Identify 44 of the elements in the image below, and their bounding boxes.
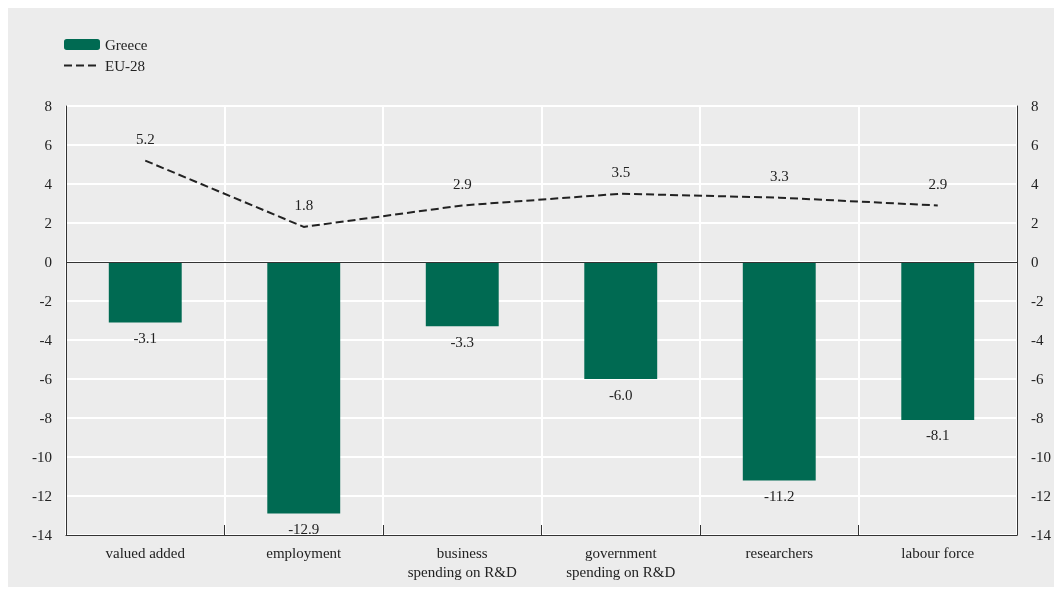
y2-tick-label: 8 bbox=[1031, 98, 1039, 114]
y-tick-label: -12 bbox=[32, 488, 52, 504]
data-label: -11.2 bbox=[763, 487, 795, 504]
y-tick-label: -2 bbox=[39, 293, 52, 309]
data-label: 1.8 bbox=[294, 197, 314, 214]
y2-tick-label: -8 bbox=[1031, 410, 1044, 426]
data-label: -8.1 bbox=[925, 427, 950, 444]
y-tick-label: -6 bbox=[39, 371, 53, 387]
x-tick-label: government spending on R&D bbox=[566, 544, 676, 580]
y-tick-label: -4 bbox=[39, 332, 53, 348]
legend-label: EU-28 bbox=[105, 57, 145, 74]
x-tick-label: business spending on R&D bbox=[407, 544, 517, 580]
data-label: -3.1 bbox=[133, 329, 158, 346]
y2-tick-label: -10 bbox=[1031, 449, 1051, 465]
data-label: 5.2 bbox=[135, 131, 155, 148]
data-label: -3.3 bbox=[450, 333, 475, 350]
y2-tick-label: 0 bbox=[1031, 254, 1039, 270]
y2-tick-label: -6 bbox=[1031, 371, 1044, 387]
x-tick-label: employment bbox=[266, 544, 343, 561]
data-label: -12.9 bbox=[288, 521, 320, 538]
y2-tick-label: -12 bbox=[1031, 488, 1051, 504]
x-tick-label: researchers bbox=[745, 544, 814, 561]
y2-tick-label: -4 bbox=[1031, 332, 1044, 348]
y2-tick-label: -2 bbox=[1031, 293, 1044, 309]
legend-label: Greece bbox=[105, 36, 148, 53]
y2-tick-label: -14 bbox=[1031, 527, 1052, 543]
data-label: 2.9 bbox=[928, 175, 948, 192]
y2-tick-label: 6 bbox=[1031, 137, 1039, 153]
x-tick-label: valued added bbox=[105, 544, 186, 561]
y2-tick-label: 2 bbox=[1031, 215, 1039, 231]
y2-tick-label: 4 bbox=[1031, 176, 1039, 192]
y-tick-label: 2 bbox=[44, 215, 52, 231]
y-tick-label: 8 bbox=[44, 98, 52, 114]
data-label: 2.9 bbox=[452, 175, 472, 192]
x-tick-label: labour force bbox=[901, 544, 975, 561]
y-tick-label: -8 bbox=[39, 410, 52, 426]
y-tick-label: -14 bbox=[32, 527, 53, 543]
data-label: 3.3 bbox=[769, 168, 789, 185]
data-label: -6.0 bbox=[608, 386, 633, 403]
data-label: 3.5 bbox=[611, 164, 631, 181]
y-tick-label: 4 bbox=[44, 176, 53, 192]
y-tick-label: -10 bbox=[32, 449, 52, 465]
y-tick-label: 0 bbox=[44, 254, 52, 270]
y-tick-label: 6 bbox=[44, 137, 53, 153]
